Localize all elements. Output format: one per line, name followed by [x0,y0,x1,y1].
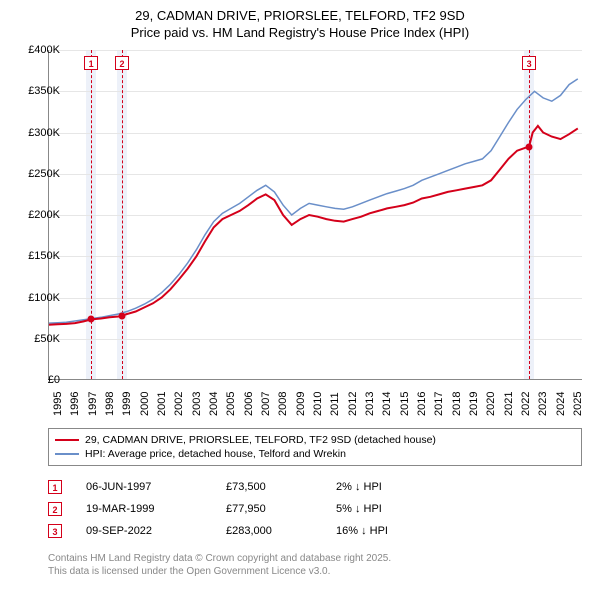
legend-swatch-price-paid [55,439,79,441]
y-tick-label: £0 [14,374,60,386]
x-tick-label: 2021 [503,392,515,416]
sale-row-date: 09-SEP-2022 [86,525,226,537]
sale-marker-box: 2 [115,56,129,70]
x-tick-label: 2012 [347,392,359,416]
x-tick-label: 2015 [399,392,411,416]
legend-label-hpi: HPI: Average price, detached house, Telf… [85,448,346,460]
legend: 29, CADMAN DRIVE, PRIORSLEE, TELFORD, TF… [48,428,582,466]
sale-row-price: £77,950 [226,503,336,515]
attribution-line-1: Contains HM Land Registry data © Crown c… [48,552,391,565]
plot: 1 2 3 [48,50,582,380]
chart-container: 29, CADMAN DRIVE, PRIORSLEE, TELFORD, TF… [0,0,600,590]
sale-marker-box: 1 [84,56,98,70]
sale-marker-box: 3 [522,56,536,70]
legend-swatch-hpi [55,453,79,455]
x-tick-label: 2002 [173,392,185,416]
attribution: Contains HM Land Registry data © Crown c… [48,552,391,578]
y-tick-label: £50K [14,333,60,345]
y-tick-label: £250K [14,168,60,180]
x-tick-label: 2022 [520,392,532,416]
x-tick-label: 2001 [156,392,168,416]
x-tick-label: 2011 [329,392,341,416]
x-tick-label: 1997 [87,392,99,416]
title-line-2: Price paid vs. HM Land Registry's House … [0,25,600,42]
x-tick-label: 2004 [208,392,220,416]
sale-row-date: 06-JUN-1997 [86,481,226,493]
sales-table: 1 06-JUN-1997£73,5002% ↓ HPI 2 19-MAR-1999£… [48,476,456,542]
sale-row-hpi: 2% ↓ HPI [336,481,456,493]
legend-row-price-paid: 29, CADMAN DRIVE, PRIORSLEE, TELFORD, TF… [55,433,575,447]
sale-row-marker: 2 [48,502,62,516]
chart-area: 1 2 3 [48,50,582,380]
sale-row-date: 19-MAR-1999 [86,503,226,515]
x-tick-label: 2017 [433,392,445,416]
sale-row-hpi: 16% ↓ HPI [336,525,456,537]
title-line-1: 29, CADMAN DRIVE, PRIORSLEE, TELFORD, TF… [0,8,600,25]
x-tick-label: 1996 [69,392,81,416]
x-tick-label: 2010 [312,392,324,416]
x-tick-label: 2024 [555,392,567,416]
x-tick-label: 2009 [295,392,307,416]
sale-row-price: £283,000 [226,525,336,537]
sale-point [526,143,533,150]
x-tick-label: 2014 [381,392,393,416]
x-tick-label: 2008 [277,392,289,416]
attribution-line-2: This data is licensed under the Open Gov… [48,565,391,578]
sale-point [88,316,95,323]
sale-row: 1 06-JUN-1997£73,5002% ↓ HPI [48,476,456,498]
x-tick-label: 2000 [139,392,151,416]
y-tick-label: £300K [14,127,60,139]
sale-row-marker: 3 [48,524,62,538]
series-price_paid [49,126,578,325]
x-tick-label: 1995 [52,392,64,416]
x-tick-label: 2020 [485,392,497,416]
legend-row-hpi: HPI: Average price, detached house, Telf… [55,447,575,461]
y-tick-label: £150K [14,250,60,262]
sale-row-marker: 1 [48,480,62,494]
x-tick-label: 2005 [225,392,237,416]
sale-row-hpi: 5% ↓ HPI [336,503,456,515]
y-tick-label: £100K [14,292,60,304]
x-tick-label: 2006 [243,392,255,416]
x-tick-label: 2013 [364,392,376,416]
sale-point [118,312,125,319]
series-svg [49,50,583,380]
sale-row-price: £73,500 [226,481,336,493]
sale-row: 3 09-SEP-2022£283,00016% ↓ HPI [48,520,456,542]
y-tick-label: £350K [14,85,60,97]
sale-row: 2 19-MAR-1999£77,9505% ↓ HPI [48,498,456,520]
x-tick-label: 1998 [104,392,116,416]
x-tick-label: 2016 [416,392,428,416]
x-tick-label: 2023 [537,392,549,416]
x-tick-label: 2019 [468,392,480,416]
legend-label-price-paid: 29, CADMAN DRIVE, PRIORSLEE, TELFORD, TF… [85,434,436,446]
y-tick-label: £200K [14,209,60,221]
x-tick-label: 2018 [451,392,463,416]
series-hpi [49,79,578,323]
x-tick-label: 2007 [260,392,272,416]
x-tick-label: 2003 [191,392,203,416]
y-tick-label: £400K [14,44,60,56]
x-tick-label: 1999 [121,392,133,416]
x-tick-label: 2025 [572,392,584,416]
title-block: 29, CADMAN DRIVE, PRIORSLEE, TELFORD, TF… [0,0,600,48]
